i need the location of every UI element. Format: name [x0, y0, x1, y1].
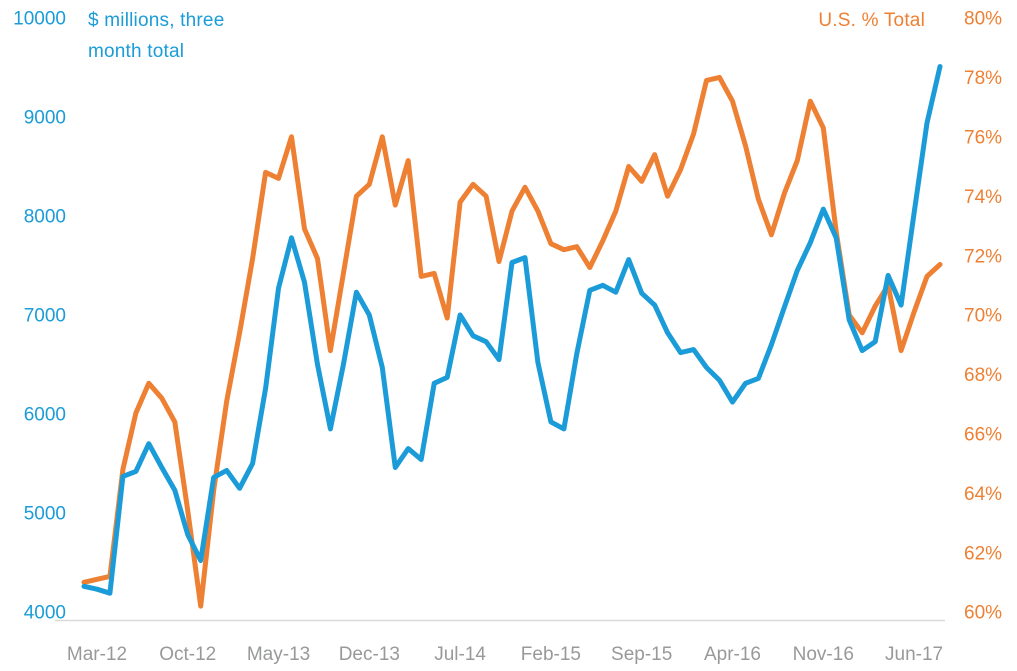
right-axis-tick-label: 60% [964, 603, 1002, 624]
left-axis-tick-label: 5000 [24, 504, 66, 525]
right-axis-tick-label: 78% [964, 68, 1002, 89]
left-axis-tick-label: 8000 [24, 207, 66, 228]
left-axis-tick-label: 6000 [24, 405, 66, 426]
us-percent-total-line [81, 74, 943, 609]
right-axis-tick-label: 68% [964, 365, 1002, 386]
right-axis-tick-label: 76% [964, 127, 1002, 148]
x-axis-tick-label: Oct-12 [159, 644, 216, 665]
x-axis-tick-label: Apr-16 [704, 644, 761, 665]
right-axis-tick-label: 62% [964, 543, 1002, 564]
right-axis-tick-label: 70% [964, 306, 1002, 327]
x-axis-tick-label: Sep-15 [611, 644, 672, 665]
x-axis-tick-label: Jul-14 [434, 644, 486, 665]
x-axis-tick-label: Dec-13 [339, 644, 400, 665]
dollars-millions-line [81, 64, 943, 596]
right-axis-tick-label: 64% [964, 484, 1002, 505]
right-axis-tick-label: 80% [964, 9, 1002, 30]
x-axis-tick-label: Nov-16 [793, 644, 854, 665]
x-axis-tick-label: Mar-12 [67, 644, 127, 665]
x-axis-tick-label: May-13 [247, 644, 310, 665]
right-axis-tick-label: 72% [964, 246, 1002, 267]
right-axis-tick-label: 74% [964, 187, 1002, 208]
left-axis-tick-label: 9000 [24, 108, 66, 129]
left-axis-tick-label: 4000 [24, 603, 66, 624]
x-axis-tick-label: Jun-17 [885, 644, 943, 665]
left-axis-tick-label: 10000 [13, 9, 66, 30]
right-axis-title: U.S. % Total [818, 10, 925, 31]
left-axis-title: $ millions, three month total [88, 10, 225, 62]
left-axis-tick-label: 7000 [24, 306, 66, 327]
right-axis-tick-label: 66% [964, 424, 1002, 445]
x-axis-tick-label: Feb-15 [521, 644, 581, 665]
